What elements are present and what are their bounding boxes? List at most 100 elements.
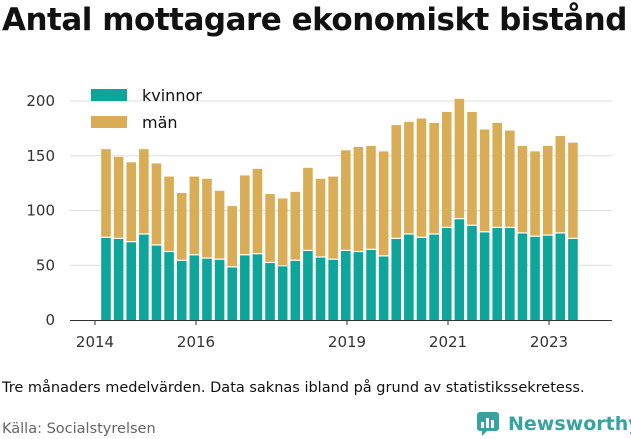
bar-man xyxy=(492,122,503,227)
bar-man xyxy=(290,191,301,260)
bar-man xyxy=(416,118,427,237)
x-tick-label: 2019 xyxy=(328,333,366,351)
bar-kvinnor xyxy=(353,252,364,320)
bar-kvinnor xyxy=(277,266,288,321)
bar-man xyxy=(176,192,187,260)
y-tick-label: 0 xyxy=(45,311,55,329)
bar-man xyxy=(517,145,528,233)
bar-kvinnor xyxy=(151,245,162,320)
bar-man xyxy=(277,198,288,266)
bars xyxy=(101,98,578,321)
bar-man xyxy=(202,178,212,258)
bar-kvinnor xyxy=(126,242,137,320)
bar-kvinnor xyxy=(189,255,200,320)
y-tick-label: 200 xyxy=(26,92,55,110)
bar-kvinnor xyxy=(441,228,452,320)
stacked-bar-chart: 0 50 100 150 200 2014 2016 2019 2021 2023 kvinnor… xyxy=(26,86,612,351)
bar-kvinnor xyxy=(214,259,225,320)
bar-man xyxy=(227,206,237,267)
bar-kvinnor xyxy=(240,255,250,320)
bar-man xyxy=(404,121,414,234)
bar-kvinnor xyxy=(113,238,124,320)
legend-swatch-man xyxy=(91,116,127,128)
bar-kvinnor xyxy=(366,249,376,320)
bar-kvinnor xyxy=(492,228,503,320)
bar-man xyxy=(252,168,263,254)
bar-kvinnor xyxy=(328,259,338,320)
axes: 0 50 100 150 200 2014 2016 2019 2021 2023 xyxy=(26,92,612,351)
bar-man xyxy=(113,156,124,238)
bar-kvinnor xyxy=(542,235,553,320)
bar-kvinnor xyxy=(568,238,578,320)
bar-kvinnor xyxy=(530,236,540,320)
bar-man xyxy=(303,167,313,250)
legend: kvinnor män xyxy=(91,86,202,132)
bar-kvinnor xyxy=(164,252,174,320)
bar-kvinnor xyxy=(202,258,212,320)
bar-man xyxy=(378,151,389,256)
bar-kvinnor xyxy=(139,234,149,320)
chart-note: Tre månaders medelvärden. Data saknas ib… xyxy=(2,380,585,396)
y-tick-label: 50 xyxy=(36,256,55,274)
bar-man xyxy=(214,190,225,259)
bar-kvinnor xyxy=(404,234,414,320)
bar-kvinnor xyxy=(454,219,465,320)
bar-kvinnor xyxy=(429,234,439,320)
bar-kvinnor xyxy=(303,251,313,320)
bar-man xyxy=(479,129,490,232)
bar-man xyxy=(189,176,200,255)
bar-man xyxy=(126,162,137,242)
bar-man xyxy=(366,145,376,249)
x-tick-label: 2014 xyxy=(76,333,114,351)
bar-kvinnor xyxy=(391,238,402,320)
bar-kvinnor xyxy=(315,257,326,320)
bar-man xyxy=(139,149,149,234)
bar-man xyxy=(391,125,402,238)
y-tick-label: 100 xyxy=(26,202,55,220)
y-tick-label: 150 xyxy=(26,147,55,165)
brand-name: Newsworthy xyxy=(508,413,631,435)
bar-kvinnor xyxy=(340,251,351,320)
bar-kvinnor xyxy=(101,237,111,321)
bar-kvinnor xyxy=(479,232,490,320)
bar-man xyxy=(441,111,452,227)
chart-title: Antal mottagare ekonomiskt bistånd xyxy=(2,2,627,38)
bar-man xyxy=(340,150,351,250)
bar-man xyxy=(315,178,326,257)
bar-man xyxy=(328,176,338,259)
bar-kvinnor xyxy=(555,233,566,320)
x-tick-label: 2021 xyxy=(429,333,467,351)
bar-kvinnor xyxy=(467,225,477,320)
bar-kvinnor xyxy=(176,260,187,320)
bar-man xyxy=(265,194,275,262)
bar-kvinnor xyxy=(416,237,427,321)
bar-man xyxy=(568,142,578,238)
bar-man xyxy=(454,98,465,219)
bar-kvinnor xyxy=(265,263,275,320)
bar-kvinnor xyxy=(505,228,515,320)
bar-man xyxy=(240,175,250,255)
bar-man xyxy=(542,145,553,235)
bar-man xyxy=(467,111,477,225)
bar-kvinnor xyxy=(517,233,528,320)
bar-man xyxy=(429,122,439,234)
bar-kvinnor xyxy=(378,256,389,320)
bar-kvinnor xyxy=(227,267,237,320)
source-text: Källa: Socialstyrelsen xyxy=(2,421,156,437)
legend-label-man: män xyxy=(142,113,178,132)
newsworthy-icon xyxy=(477,412,499,436)
bar-man xyxy=(555,136,566,233)
x-tick-label: 2016 xyxy=(177,333,215,351)
bar-man xyxy=(151,163,162,245)
newsworthy-logo[interactable]: Newsworthy xyxy=(476,410,631,438)
bar-man xyxy=(353,146,364,251)
bar-man xyxy=(530,151,540,236)
legend-swatch-kvinnor xyxy=(91,89,127,101)
bar-kvinnor xyxy=(290,260,301,320)
bar-man xyxy=(505,130,515,227)
legend-label-kvinnor: kvinnor xyxy=(142,86,202,105)
x-tick-label: 2023 xyxy=(530,333,568,351)
bar-man xyxy=(101,149,111,237)
bar-kvinnor xyxy=(252,254,263,320)
bar-man xyxy=(164,176,174,251)
